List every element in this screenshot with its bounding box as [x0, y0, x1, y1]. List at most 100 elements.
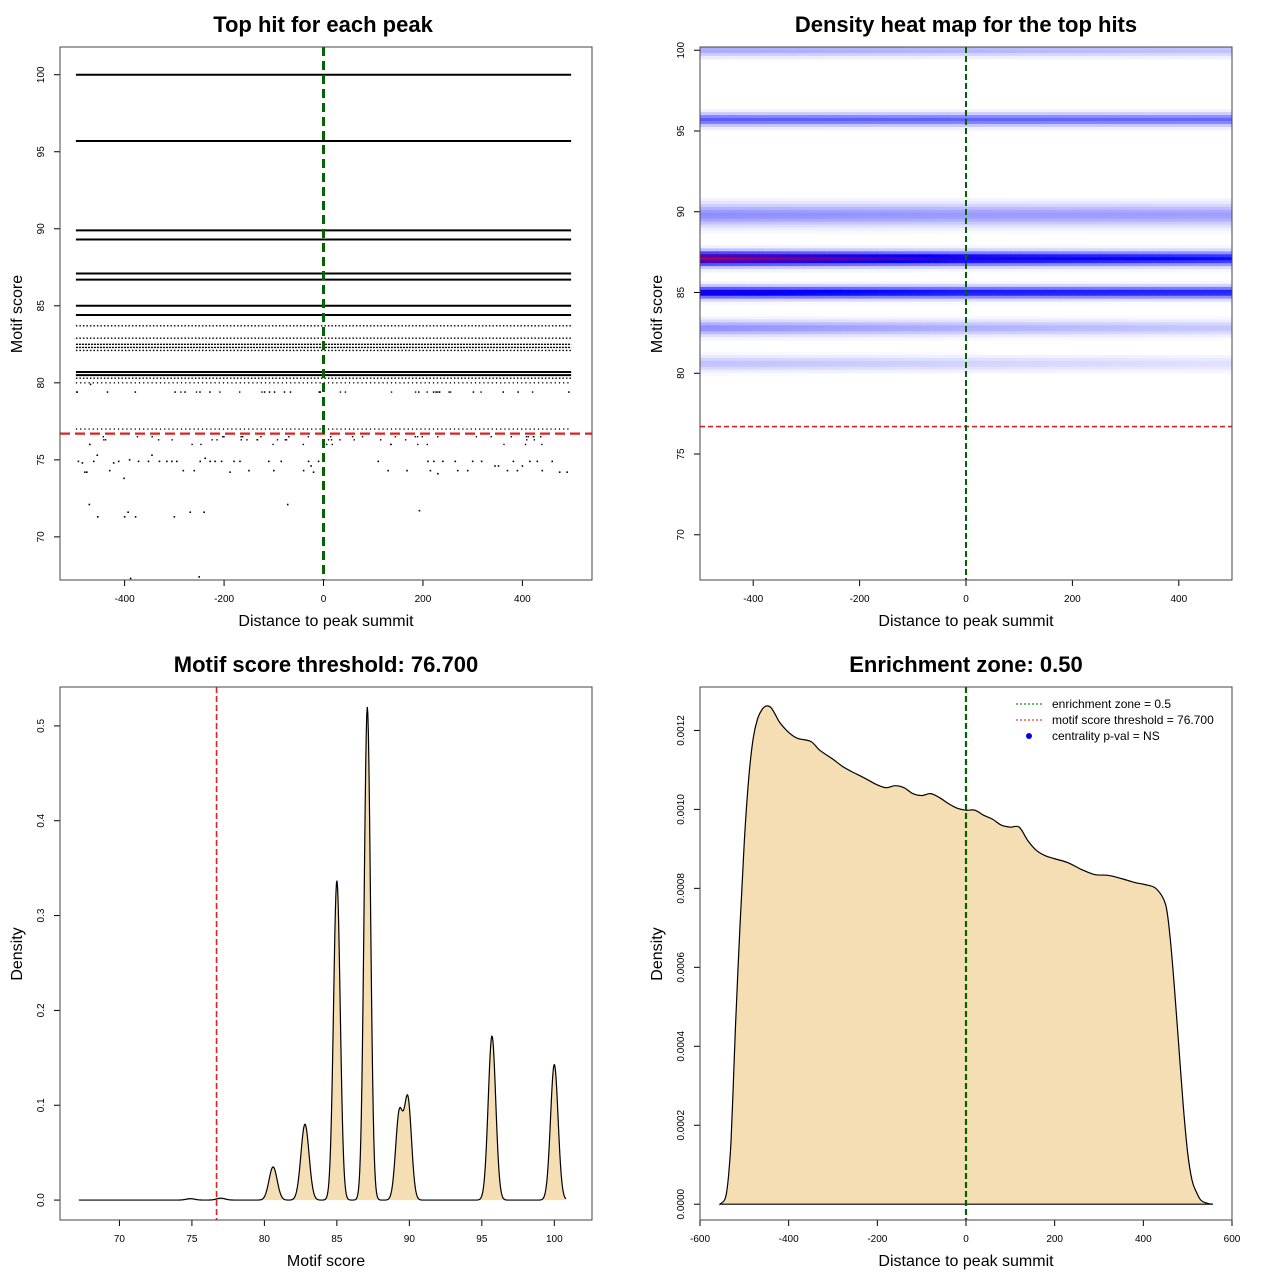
heatmap-cell [1116, 322, 1127, 326]
heatmap-cell [966, 269, 976, 273]
heatmap-cell [753, 331, 763, 335]
heatmap-cell [1019, 260, 1029, 264]
heatmap-cell [1205, 301, 1215, 306]
heatmap-cell [1010, 248, 1020, 252]
heatmap-cell [859, 325, 870, 329]
heatmap-cell [912, 215, 923, 220]
panel3-xtick-label: 85 [331, 1234, 343, 1245]
heatmap-cell [930, 263, 940, 267]
panel1-plot-frame [59, 46, 593, 581]
heatmap-cell [1205, 52, 1215, 57]
heatmap-cell [877, 49, 887, 54]
heatmap-cell [850, 212, 861, 217]
heatmap-cell [797, 269, 807, 273]
heatmap-cell [868, 198, 878, 202]
heatmap-cell [815, 198, 825, 202]
heatmap-cell [770, 283, 781, 288]
heatmap-cell [1125, 319, 1136, 323]
heatmap-cell [753, 316, 763, 321]
heatmap-cell [1028, 221, 1038, 226]
heatmap-cell [939, 328, 949, 332]
heatmap-cell [1099, 212, 1109, 217]
heatmap-cell [700, 289, 710, 294]
heatmap-cell [868, 200, 878, 205]
heatmap-cell [1125, 215, 1136, 220]
heatmap-cell [930, 215, 940, 220]
heatmap-cell [1010, 301, 1020, 306]
heatmap-cell [1223, 123, 1232, 128]
heatmap-cell [966, 126, 976, 131]
heatmap-cell [912, 298, 923, 303]
heatmap-cell [1036, 263, 1047, 267]
heatmap-cell [726, 47, 737, 51]
heatmap-cell [1019, 257, 1029, 261]
heatmap-cell [1099, 325, 1109, 329]
heatmap-cell [726, 49, 737, 54]
heatmap-cell [895, 363, 905, 368]
heatmap-cell [1196, 218, 1206, 223]
heatmap-cell [1063, 301, 1073, 306]
heatmap-cell [779, 47, 790, 51]
heatmap-cell [939, 260, 949, 264]
heatmap-cell [1072, 49, 1082, 54]
heatmap-cell [788, 209, 799, 214]
heatmap-cell [1036, 121, 1047, 125]
heatmap-cell [824, 363, 834, 368]
heatmap-cell [797, 215, 807, 220]
heatmap-cell [762, 298, 772, 303]
heatmap-cell [735, 123, 745, 128]
heatmap-cell [1116, 280, 1127, 285]
heatmap-cell [1072, 112, 1082, 116]
heatmap-cell [1010, 206, 1020, 211]
heatmap-cell [1161, 286, 1171, 291]
heatmap-cell [1090, 245, 1100, 249]
heatmap-cell [770, 316, 781, 321]
heatmap-cell [1028, 301, 1038, 306]
heatmap-cell [1169, 200, 1180, 205]
panel1-xtick-label: 200 [415, 594, 432, 605]
heatmap-cell [850, 245, 861, 249]
heatmap-cell [735, 121, 745, 125]
heatmap-cell [895, 55, 905, 60]
heatmap-cell [966, 295, 976, 300]
heatmap-cell [806, 203, 816, 208]
heatmap-cell [1116, 366, 1127, 371]
heatmap-cell [983, 328, 994, 332]
data-point [438, 391, 441, 393]
heatmap-cell [1187, 52, 1198, 57]
heatmap-cell [1134, 360, 1144, 365]
heatmap-cell [1054, 212, 1065, 217]
heatmap-cell [833, 298, 843, 303]
heatmap-cell [957, 369, 967, 374]
heatmap-cell [1187, 215, 1198, 220]
heatmap-cell [974, 295, 985, 300]
heatmap-cell [966, 319, 976, 323]
heatmap-cell [1196, 292, 1206, 297]
heatmap-cell [1090, 112, 1100, 116]
heatmap-cell [1045, 248, 1056, 252]
heatmap-cell [700, 224, 710, 229]
heatmap-cell [1134, 198, 1144, 202]
heatmap-cell [700, 109, 710, 113]
heatmap-cell [877, 224, 887, 229]
heatmap-cell [1045, 206, 1056, 211]
heatmap-cell [1072, 280, 1082, 285]
heatmap-cell [1161, 118, 1171, 122]
heatmap-cell [1169, 230, 1180, 235]
heatmap-cell [1196, 123, 1206, 128]
heatmap-cell [1001, 269, 1011, 273]
heatmap-cell [788, 316, 799, 321]
heatmap-cell [877, 230, 887, 235]
data-point [529, 460, 531, 463]
heatmap-cell [744, 263, 754, 267]
heatmap-cell [762, 251, 772, 255]
heatmap-cell [797, 354, 807, 359]
heatmap-cell [700, 328, 710, 332]
heatmap-cell [700, 280, 710, 285]
heatmap-cell [797, 209, 807, 214]
heatmap-cell [868, 115, 878, 119]
heatmap-cell [859, 221, 870, 226]
heatmap-cell [948, 286, 958, 291]
heatmap-cell [957, 251, 967, 255]
heatmap-cell [877, 331, 887, 335]
